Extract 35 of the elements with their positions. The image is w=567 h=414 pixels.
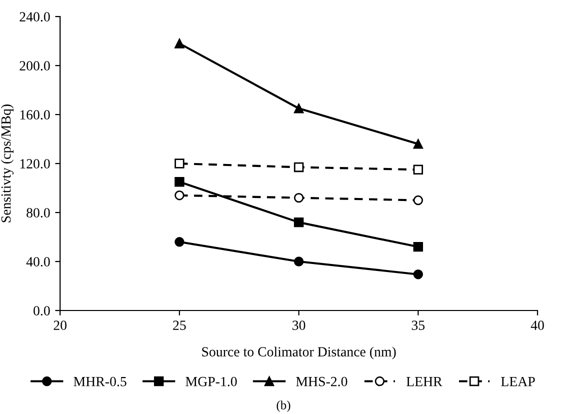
y-tick-label: 240.0 <box>20 12 50 22</box>
point <box>294 104 304 114</box>
point <box>413 242 424 252</box>
y-tick-label: 120.0 <box>20 159 50 169</box>
x-tick-label: 40 <box>530 320 544 330</box>
point <box>174 190 184 200</box>
legend-label: MHR-0.5 <box>74 376 126 386</box>
y-tick-label: 40.0 <box>26 257 50 267</box>
point <box>294 162 304 172</box>
x-tick-label: 35 <box>412 320 425 330</box>
y-tick-label: 200.0 <box>20 61 50 71</box>
y-axis-title: Sensitivty (cps/MBq) <box>0 104 14 222</box>
point <box>294 192 304 203</box>
legend-label: MGP-1.0 <box>186 376 237 386</box>
legend-label: MHS-2.0 <box>296 376 348 386</box>
y-tick-label: 80.0 <box>26 208 50 218</box>
point <box>174 158 184 168</box>
point <box>294 217 304 228</box>
point <box>413 139 424 149</box>
x-axis-title: Source to Colimator Distance (nm) <box>202 346 396 360</box>
x-tick-label: 20 <box>54 320 67 330</box>
point <box>413 270 424 280</box>
point <box>174 177 184 187</box>
y-tick-label: 160.0 <box>20 110 50 120</box>
point <box>413 195 424 206</box>
x-tick-label: 30 <box>292 320 306 330</box>
text: (b) <box>276 400 290 412</box>
legend-label: LEHR <box>406 377 442 386</box>
point <box>174 38 184 48</box>
y-tick-label: 0.0 <box>34 306 50 316</box>
legend-label: LEAP <box>501 376 535 386</box>
point <box>294 256 304 266</box>
point <box>413 164 424 175</box>
x-tick-label: 25 <box>173 320 186 330</box>
point <box>174 237 184 247</box>
